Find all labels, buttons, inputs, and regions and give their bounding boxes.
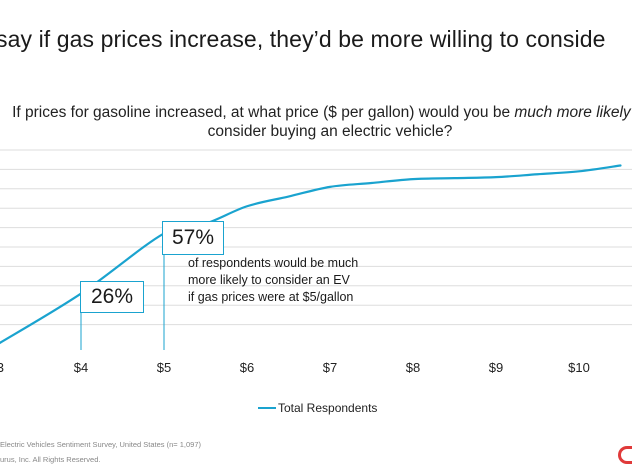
question-text-start: If prices for gasoline increased, at wha… xyxy=(12,104,515,121)
x-tick-label: $8 xyxy=(406,360,420,375)
x-tick-label: $7 xyxy=(323,360,337,375)
x-axis-tick-labels: 3 $4 $5 $6 $7 $8 $9 $10 xyxy=(0,360,590,375)
x-tick-label: 3 xyxy=(0,360,4,375)
footer-copyright: urus, Inc. All Rights Reserved. xyxy=(0,455,101,464)
question-line-2: consider buying an electric vehicle? xyxy=(207,123,453,140)
legend-label-total-respondents: Total Respondents xyxy=(278,401,378,415)
callout-value-57: 57% xyxy=(162,221,224,255)
x-tick-label: $10 xyxy=(568,360,590,375)
chart-legend: Total Respondents xyxy=(258,401,377,415)
callout-note-line-1: of respondents would be much xyxy=(188,256,359,270)
chart-headline: say if gas prices increase, they’d be mo… xyxy=(0,26,606,52)
x-tick-label: $6 xyxy=(240,360,254,375)
chart-question: If prices for gasoline increased, at wha… xyxy=(0,103,632,141)
callout-note: of respondents would be much more likely… xyxy=(188,255,358,306)
footer-source: Electric Vehicles Sentiment Survey, Unit… xyxy=(0,440,202,449)
footer: Electric Vehicles Sentiment Survey, Unit… xyxy=(0,437,201,467)
callout-note-line-3: if gas prices were at $5/gallon xyxy=(188,290,354,304)
question-line-1: If prices for gasoline increased, at wha… xyxy=(0,103,632,122)
question-emphasis: much more likely xyxy=(514,104,631,121)
series-line-total-respondents xyxy=(0,164,622,345)
legend-swatch-total-respondents xyxy=(258,407,276,409)
callout-note-line-2: more likely to consider an EV xyxy=(188,273,350,287)
brand-logo-icon xyxy=(618,446,632,464)
x-tick-label: $5 xyxy=(157,360,171,375)
x-tick-label: $4 xyxy=(74,360,88,375)
x-tick-label: $9 xyxy=(489,360,503,375)
callout-value-26: 26% xyxy=(80,281,144,313)
